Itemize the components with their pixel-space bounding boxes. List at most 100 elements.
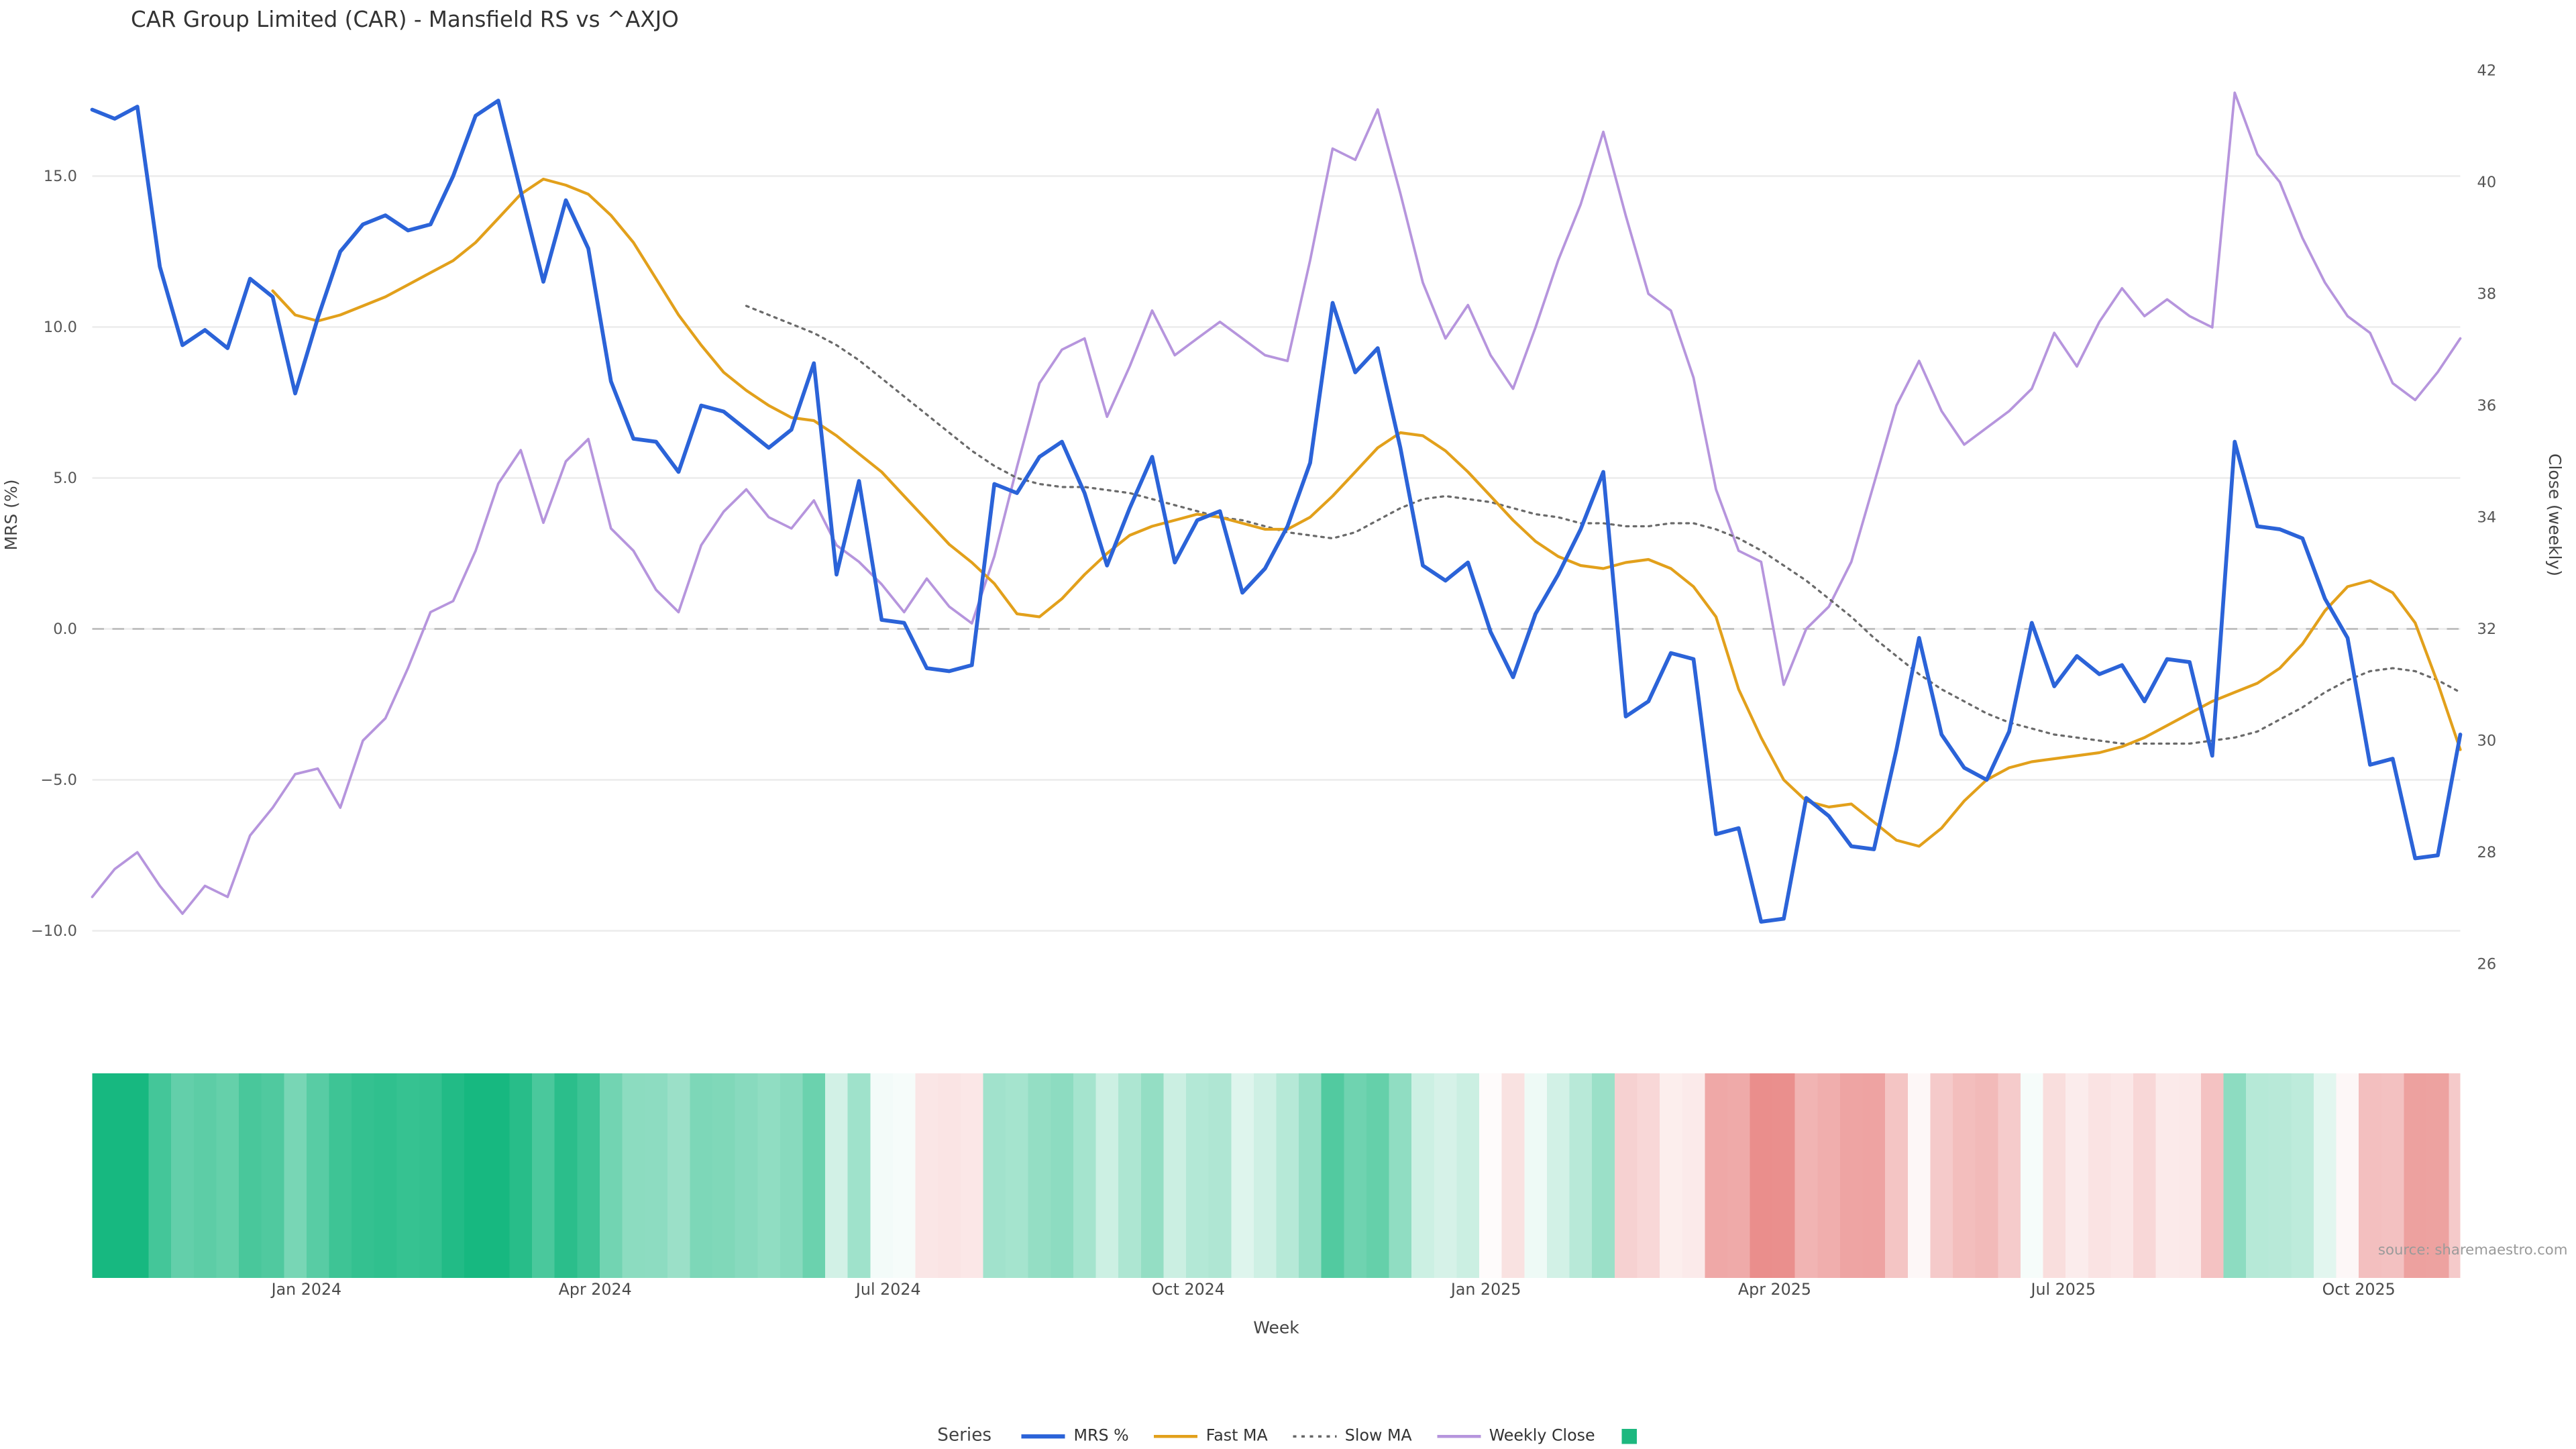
legend-label-fast-ma: Fast MA <box>1205 1426 1268 1445</box>
y-right-tick-label: 34 <box>2477 509 2497 527</box>
heatmap-cell <box>938 1073 962 1278</box>
heatmap-cell <box>2088 1073 2112 1278</box>
y-right-tick-label: 28 <box>2477 844 2497 861</box>
heatmap-strip <box>92 1073 2461 1278</box>
heatmap-cell <box>1772 1073 1796 1278</box>
legend: Series MRS % Fast MA Slow MA Weekly Close <box>0 1426 2576 1446</box>
heatmap-cell <box>983 1073 1007 1278</box>
y-left-tick-label: 0.0 <box>53 621 77 638</box>
heatmap-cell <box>1839 1073 1864 1278</box>
legend-item-fast-ma[interactable]: Fast MA <box>1154 1426 1268 1445</box>
heatmap-cell <box>2223 1073 2247 1278</box>
heatmap-cell <box>735 1073 759 1278</box>
heatmap-cell <box>870 1073 894 1278</box>
heatmap-cell <box>554 1073 578 1278</box>
heatmap-cell <box>171 1073 195 1278</box>
heatmap-cell <box>645 1073 669 1278</box>
heatmap-cell <box>1208 1073 1232 1278</box>
heatmap-cell <box>1682 1073 1706 1278</box>
heatmap-cell <box>1163 1073 1187 1278</box>
heatmap-cell <box>2381 1073 2405 1278</box>
heatmap-cell <box>1073 1073 1097 1278</box>
heatmap-cell <box>2336 1073 2360 1278</box>
heatmap-cell <box>1794 1073 1819 1278</box>
heatmap-cell <box>960 1073 984 1278</box>
y-axis-label-left: MRS (%) <box>1 479 21 550</box>
heatmap-cell <box>1434 1073 1458 1278</box>
heatmap-cell <box>1253 1073 1277 1278</box>
heatmap-cell <box>1614 1073 1638 1278</box>
y-left-tick-label: −5.0 <box>40 771 77 789</box>
heatmap-cell <box>1727 1073 1751 1278</box>
legend-item-slow-ma[interactable]: Slow MA <box>1293 1426 1412 1445</box>
heatmap-cell <box>1998 1073 2022 1278</box>
y-left-tick-label: 5.0 <box>53 470 77 487</box>
legend-label-slow-ma: Slow MA <box>1344 1426 1412 1445</box>
heatmap-cell <box>712 1073 737 1278</box>
heatmap-cell <box>464 1073 488 1278</box>
heatmap-cell <box>1750 1073 1774 1278</box>
legend-label-mrs: MRS % <box>1073 1426 1129 1445</box>
y-left-tick-label: −10.0 <box>31 922 77 940</box>
legend-swatch-mrs <box>1022 1433 1066 1438</box>
heatmap-cell <box>261 1073 285 1278</box>
heatmap-cell <box>103 1073 127 1278</box>
heatmap-cell <box>193 1073 217 1278</box>
heatmap-cell <box>1186 1073 1210 1278</box>
heatmap-cell <box>329 1073 353 1278</box>
legend-item-heatmap[interactable] <box>1620 1426 1639 1445</box>
legend-swatch-weekly-close <box>1437 1434 1481 1438</box>
heatmap-cell <box>2359 1073 2383 1278</box>
heatmap-cell <box>125 1073 150 1278</box>
heatmap-cell <box>2020 1073 2045 1278</box>
x-tick-label: Apr 2025 <box>1738 1280 1811 1299</box>
heatmap-cell <box>1118 1073 1142 1278</box>
heatmap-cell <box>622 1073 646 1278</box>
legend-item-mrs[interactable]: MRS % <box>1022 1426 1129 1445</box>
heatmap-cell <box>2268 1073 2292 1278</box>
series-line-slow-ma <box>745 305 2462 745</box>
heatmap-cell <box>915 1073 939 1278</box>
heatmap-cell <box>2313 1073 2338 1278</box>
heatmap-cell <box>374 1073 398 1278</box>
heatmap-cell <box>2200 1073 2224 1278</box>
heatmap-cell <box>1546 1073 1571 1278</box>
heatmap-cell <box>1975 1073 1999 1278</box>
heatmap-cell <box>1524 1073 1548 1278</box>
x-tick-label: Jan 2025 <box>1450 1280 1521 1299</box>
heatmap-cell <box>599 1073 624 1278</box>
heatmap-cell <box>1389 1073 1413 1278</box>
heatmap-cell <box>2043 1073 2067 1278</box>
heatmap-cell <box>2449 1073 2461 1278</box>
heatmap-cell <box>532 1073 556 1278</box>
heatmap-cell <box>2246 1073 2270 1278</box>
y-right-tick-label: 40 <box>2477 174 2497 191</box>
y-axis-label-right: Close (weekly) <box>2545 453 2565 576</box>
legend-label-weekly-close: Weekly Close <box>1489 1426 1595 1445</box>
heatmap-cell <box>1885 1073 1909 1278</box>
heatmap-cell <box>1501 1073 1525 1278</box>
heatmap-cell <box>1817 1073 1841 1278</box>
heatmap-cell <box>757 1073 782 1278</box>
heatmap-cell <box>1479 1073 1503 1278</box>
series-line-mrs <box>90 99 2463 924</box>
y-right-tick-label: 32 <box>2477 621 2497 638</box>
x-tick-label: Jul 2024 <box>855 1280 921 1299</box>
heatmap-cell <box>1637 1073 1661 1278</box>
x-tick-label: Jul 2025 <box>2029 1280 2096 1299</box>
heatmap-cell <box>2133 1073 2157 1278</box>
legend-swatch-slow-ma <box>1293 1434 1337 1437</box>
heatmap-cell <box>306 1073 330 1278</box>
y-right-tick-label: 36 <box>2477 397 2497 415</box>
heatmap-cell <box>1930 1073 1954 1278</box>
heatmap-cell <box>1411 1073 1436 1278</box>
legend-item-weekly-close[interactable]: Weekly Close <box>1437 1426 1595 1445</box>
legend-title: Series <box>937 1426 992 1446</box>
heatmap-cell <box>92 1073 105 1278</box>
heatmap-cell <box>509 1073 533 1278</box>
y-left-tick-label: 10.0 <box>44 319 77 336</box>
heatmap-cell <box>1592 1073 1616 1278</box>
y-right-tick-label: 38 <box>2477 286 2497 303</box>
heatmap-cell <box>1299 1073 1323 1278</box>
heatmap-cell <box>690 1073 714 1278</box>
